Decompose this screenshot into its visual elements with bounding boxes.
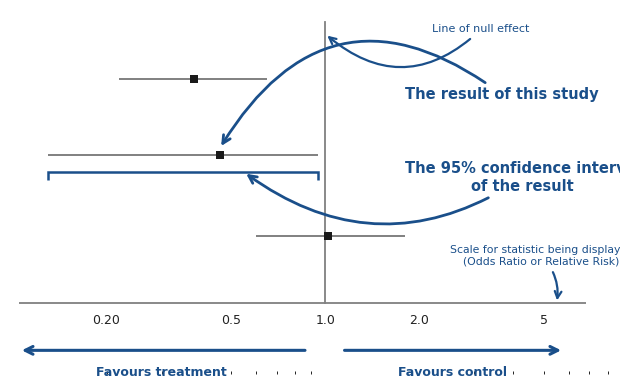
- Text: Favours treatment: Favours treatment: [96, 366, 227, 379]
- Text: 2.0: 2.0: [409, 314, 429, 327]
- Text: Scale for statistic being displayed
(Odds Ratio or Relative Risk): Scale for statistic being displayed (Odd…: [450, 245, 620, 298]
- Text: 0.20: 0.20: [92, 314, 120, 327]
- Text: Favours control: Favours control: [398, 366, 507, 379]
- Text: The 95% confidence interval
of the result: The 95% confidence interval of the resul…: [249, 161, 620, 224]
- Text: Line of null effect: Line of null effect: [329, 24, 529, 67]
- Text: 1.0: 1.0: [315, 314, 335, 327]
- Text: The result of this study: The result of this study: [223, 41, 599, 143]
- Text: 5: 5: [540, 314, 547, 327]
- Text: 0.5: 0.5: [221, 314, 241, 327]
